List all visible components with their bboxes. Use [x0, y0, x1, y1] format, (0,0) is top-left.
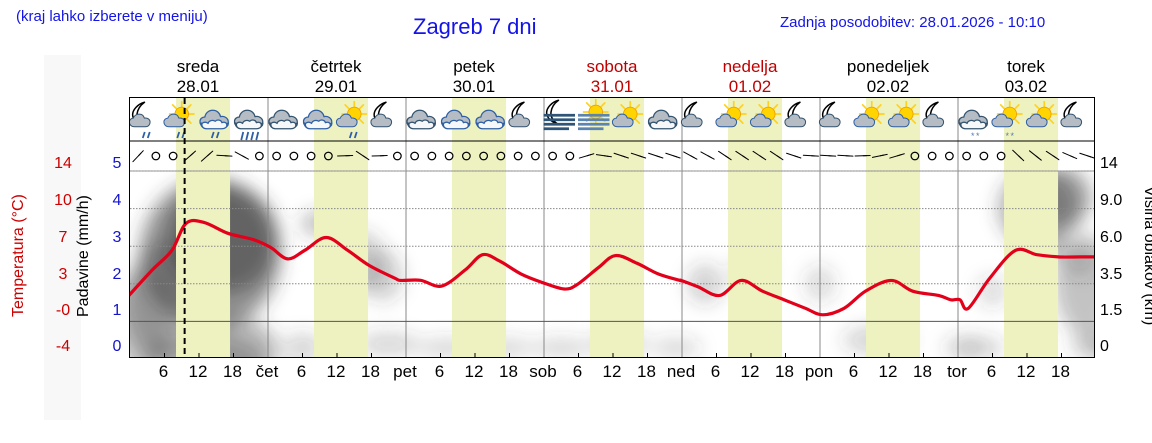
- svg-text:*: *: [971, 131, 975, 141]
- svg-text:*: *: [976, 131, 980, 141]
- svg-text:*: *: [1010, 131, 1014, 141]
- svg-text:*: *: [1005, 131, 1009, 141]
